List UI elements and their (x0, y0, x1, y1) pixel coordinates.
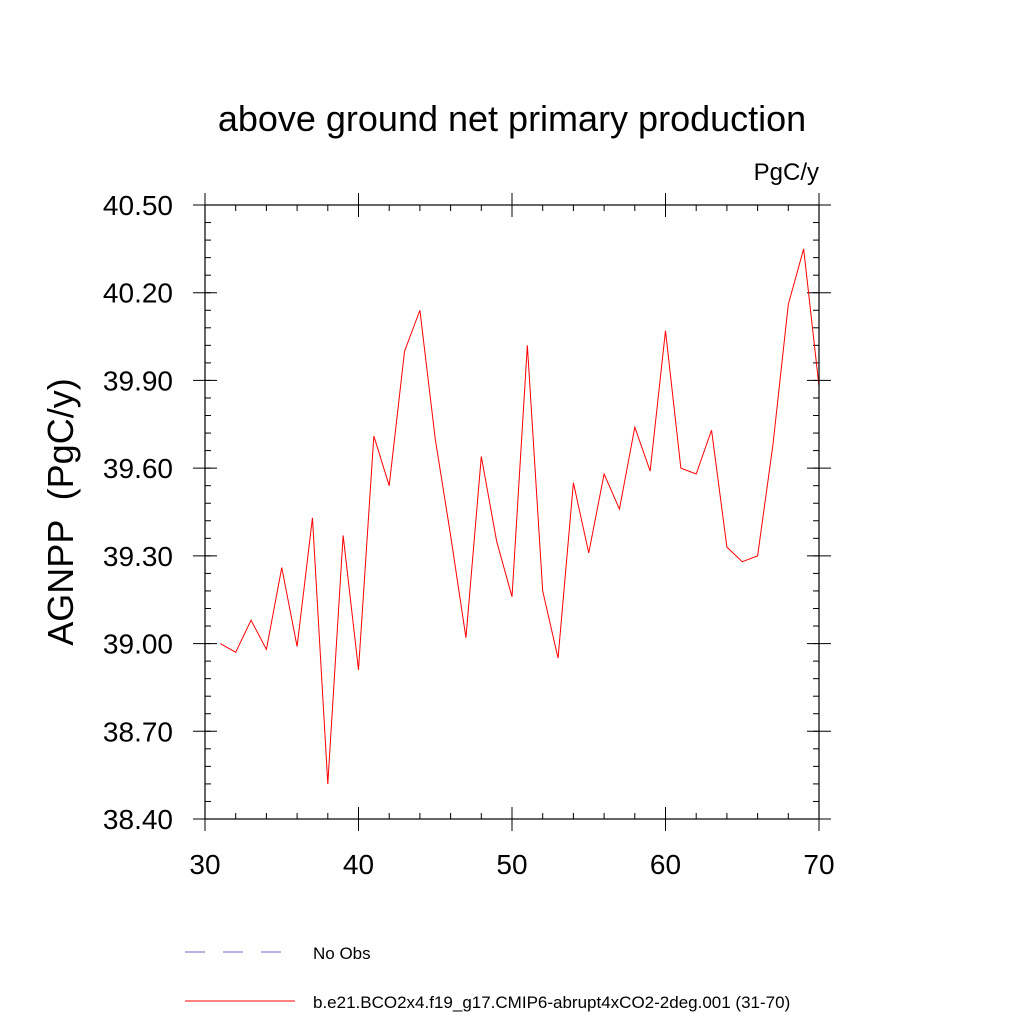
x-tick-label: 30 (189, 849, 220, 880)
y-tick-label: 39.00 (103, 629, 173, 660)
legend: No Obs b.e21.BCO2x4.f19_g17.CMIP6-abrupt… (185, 944, 790, 1012)
x-tick-label: 50 (496, 849, 527, 880)
units-label: PgC/y (754, 159, 819, 186)
y-tick-label: 40.50 (103, 190, 173, 221)
legend-label-model-run: b.e21.BCO2x4.f19_g17.CMIP6-abrupt4xCO2-2… (313, 993, 790, 1012)
plot-frame (204, 204, 820, 820)
series-layer (220, 248, 820, 784)
legend-label-no-obs: No Obs (313, 944, 371, 963)
x-tick-label: 60 (650, 849, 681, 880)
y-tick-label: 38.40 (103, 804, 173, 835)
x-tick-label: 70 (803, 849, 834, 880)
y-tick-label: 39.90 (103, 365, 173, 396)
chart-title: above ground net primary production (218, 98, 806, 139)
y-tick-label: 40.20 (103, 278, 173, 309)
y-tick-labels: 38.40 38.70 39.00 39.30 39.60 39.90 40.20 40.50 (103, 190, 173, 835)
x-tick-label: 40 (343, 849, 374, 880)
y-axis-label: AGNPP (PgC/y) (40, 378, 81, 645)
series-line (220, 248, 820, 784)
x-tick-labels: 30 40 50 60 70 (189, 849, 834, 880)
axis-ticks (193, 193, 831, 831)
y-tick-label: 39.60 (103, 453, 173, 484)
y-tick-label: 38.70 (103, 716, 173, 747)
y-tick-label: 39.30 (103, 541, 173, 572)
